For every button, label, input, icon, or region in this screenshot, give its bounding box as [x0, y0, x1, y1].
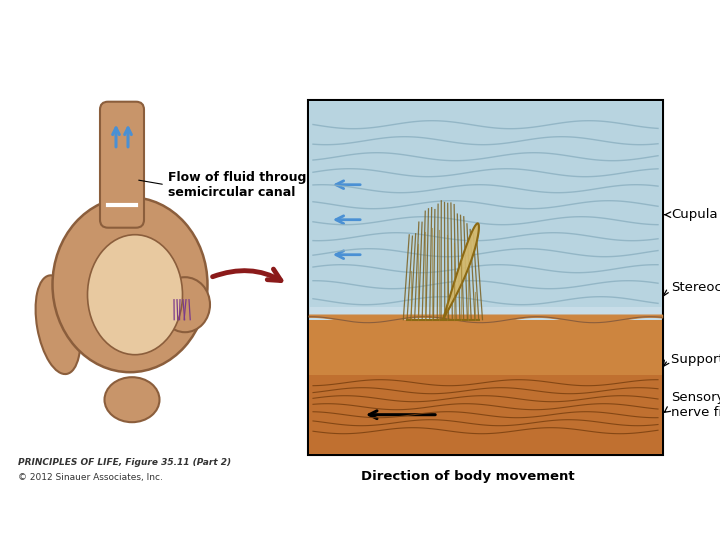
- FancyArrowPatch shape: [212, 269, 281, 281]
- Text: Stereocilia: Stereocilia: [671, 281, 720, 294]
- Bar: [309, 320, 662, 375]
- Text: Flow of fluid through
semicircular canal: Flow of fluid through semicircular canal: [168, 171, 315, 199]
- Text: Cupula: Cupula: [671, 208, 718, 221]
- Bar: [308, 100, 663, 455]
- Text: Direction of body movement: Direction of body movement: [361, 470, 575, 483]
- Text: Sensory
nerve fibers: Sensory nerve fibers: [671, 391, 720, 418]
- Text: Support cell: Support cell: [671, 353, 720, 366]
- FancyBboxPatch shape: [100, 102, 144, 228]
- Ellipse shape: [35, 275, 81, 374]
- Ellipse shape: [104, 377, 160, 422]
- Text: Figure 35.11  Organs of Equilibrium (Part 2): Figure 35.11 Organs of Equilibrium (Part…: [6, 9, 338, 24]
- Bar: [309, 100, 662, 307]
- Ellipse shape: [53, 197, 207, 372]
- Text: PRINCIPLES OF LIFE, Figure 35.11 (Part 2): PRINCIPLES OF LIFE, Figure 35.11 (Part 2…: [18, 458, 231, 467]
- Polygon shape: [443, 224, 479, 320]
- Bar: [309, 375, 662, 454]
- Text: © 2012 Sinauer Associates, Inc.: © 2012 Sinauer Associates, Inc.: [18, 472, 163, 482]
- Ellipse shape: [88, 235, 182, 355]
- Ellipse shape: [160, 277, 210, 332]
